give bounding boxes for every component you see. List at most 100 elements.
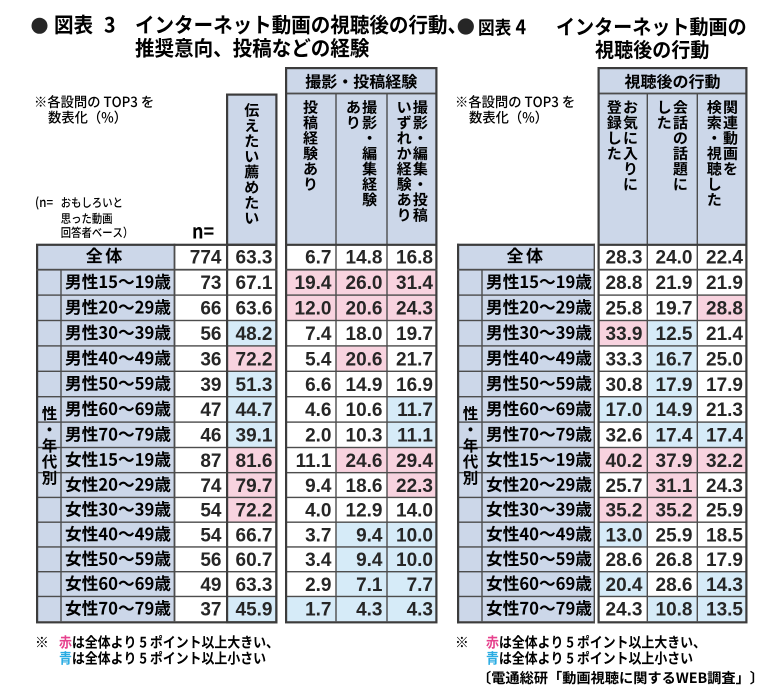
svg-text:4.6: 4.6: [305, 400, 331, 421]
svg-text:31.1: 31.1: [656, 476, 693, 497]
svg-text:14.9: 14.9: [656, 400, 693, 421]
svg-text:56: 56: [200, 324, 221, 345]
svg-text:37.9: 37.9: [656, 451, 693, 472]
svg-text:48.2: 48.2: [236, 324, 273, 345]
svg-text:28.6: 28.6: [656, 575, 693, 596]
svg-text:17.4: 17.4: [656, 426, 693, 447]
svg-text:39.1: 39.1: [236, 426, 273, 447]
svg-text:19.7: 19.7: [396, 324, 433, 345]
svg-text:21.7: 21.7: [396, 349, 433, 370]
svg-text:33.3: 33.3: [606, 349, 643, 370]
svg-text:73: 73: [200, 273, 221, 294]
svg-text:32.6: 32.6: [606, 426, 643, 447]
svg-text:4.3: 4.3: [356, 600, 382, 621]
svg-text:20.6: 20.6: [346, 349, 383, 370]
svg-text:14.9: 14.9: [346, 375, 383, 396]
svg-text:56: 56: [200, 550, 221, 571]
svg-text:11.1: 11.1: [296, 451, 332, 472]
svg-text:18.0: 18.0: [346, 324, 383, 345]
svg-text:21.9: 21.9: [706, 273, 743, 294]
svg-text:28.6: 28.6: [606, 550, 643, 571]
svg-text:17.9: 17.9: [706, 550, 743, 571]
svg-text:66.7: 66.7: [236, 525, 273, 546]
svg-text:12.5: 12.5: [656, 324, 693, 345]
svg-text:24.3: 24.3: [396, 299, 433, 320]
svg-text:11.7: 11.7: [397, 400, 433, 421]
svg-text:36: 36: [200, 349, 221, 370]
svg-text:49: 49: [200, 575, 221, 596]
svg-text:81.6: 81.6: [236, 451, 273, 472]
svg-text:35.2: 35.2: [606, 501, 643, 522]
svg-text:46: 46: [200, 426, 221, 447]
svg-text:20.6: 20.6: [346, 299, 383, 320]
svg-text:20.4: 20.4: [606, 575, 643, 596]
svg-text:44.7: 44.7: [236, 400, 273, 421]
svg-text:7.4: 7.4: [305, 324, 332, 345]
svg-text:19.7: 19.7: [656, 299, 693, 320]
svg-text:6.6: 6.6: [305, 375, 331, 396]
svg-text:54: 54: [200, 525, 222, 546]
svg-text:10.3: 10.3: [346, 426, 383, 447]
svg-text:32.2: 32.2: [706, 451, 743, 472]
svg-text:24.3: 24.3: [606, 600, 643, 621]
svg-text:51.3: 51.3: [236, 375, 273, 396]
svg-text:14.0: 14.0: [396, 501, 433, 522]
svg-text:3.4: 3.4: [305, 550, 332, 571]
svg-text:22.3: 22.3: [396, 476, 433, 497]
svg-text:31.4: 31.4: [396, 273, 433, 294]
svg-text:18.5: 18.5: [706, 525, 743, 546]
svg-text:21.3: 21.3: [706, 400, 743, 421]
svg-text:24.3: 24.3: [706, 476, 743, 497]
svg-text:35.2: 35.2: [656, 501, 693, 522]
svg-text:4.0: 4.0: [305, 501, 331, 522]
svg-text:17.4: 17.4: [706, 426, 743, 447]
svg-text:40.2: 40.2: [606, 451, 643, 472]
svg-text:21.9: 21.9: [656, 273, 693, 294]
svg-text:60.7: 60.7: [236, 550, 273, 571]
svg-text:21.4: 21.4: [706, 324, 743, 345]
svg-text:16.8: 16.8: [396, 247, 433, 268]
svg-text:17.9: 17.9: [656, 375, 693, 396]
svg-text:19.4: 19.4: [295, 273, 332, 294]
svg-text:14.3: 14.3: [706, 575, 743, 596]
svg-text:28.8: 28.8: [706, 299, 743, 320]
svg-text:24.6: 24.6: [346, 451, 383, 472]
svg-text:28.3: 28.3: [606, 247, 643, 268]
svg-text:63.3: 63.3: [236, 247, 273, 268]
svg-text:4.3: 4.3: [407, 600, 433, 621]
svg-text:16.9: 16.9: [396, 375, 433, 396]
svg-text:9.4: 9.4: [356, 550, 383, 571]
svg-text:24.0: 24.0: [656, 247, 693, 268]
svg-text:10.6: 10.6: [346, 400, 383, 421]
svg-text:12.0: 12.0: [295, 299, 332, 320]
svg-text:11.1: 11.1: [397, 426, 433, 447]
svg-text:54: 54: [200, 501, 222, 522]
svg-text:25.8: 25.8: [606, 299, 643, 320]
svg-text:25.9: 25.9: [656, 525, 693, 546]
svg-text:6.7: 6.7: [305, 247, 331, 268]
svg-text:9.4: 9.4: [305, 476, 332, 497]
svg-text:10.0: 10.0: [396, 550, 433, 571]
svg-text:39: 39: [200, 375, 221, 396]
svg-text:12.9: 12.9: [346, 501, 383, 522]
svg-text:37: 37: [200, 600, 221, 621]
svg-text:67.1: 67.1: [236, 273, 273, 294]
svg-text:10.8: 10.8: [656, 600, 693, 621]
svg-text:63.3: 63.3: [236, 575, 273, 596]
svg-text:17.0: 17.0: [606, 400, 643, 421]
svg-text:13.0: 13.0: [606, 525, 643, 546]
svg-text:774: 774: [190, 247, 222, 268]
svg-text:66: 66: [200, 299, 221, 320]
svg-text:18.6: 18.6: [346, 476, 383, 497]
svg-text:10.0: 10.0: [396, 525, 433, 546]
svg-text:79.7: 79.7: [236, 476, 273, 497]
svg-text:7.1: 7.1: [356, 575, 383, 596]
svg-text:13.5: 13.5: [706, 600, 743, 621]
svg-text:22.4: 22.4: [706, 247, 743, 268]
svg-text:72.2: 72.2: [236, 349, 273, 370]
svg-text:26.0: 26.0: [346, 273, 383, 294]
svg-text:9.4: 9.4: [356, 525, 383, 546]
svg-text:17.9: 17.9: [706, 375, 743, 396]
svg-text:2.9: 2.9: [305, 575, 331, 596]
svg-text:5.4: 5.4: [305, 349, 332, 370]
